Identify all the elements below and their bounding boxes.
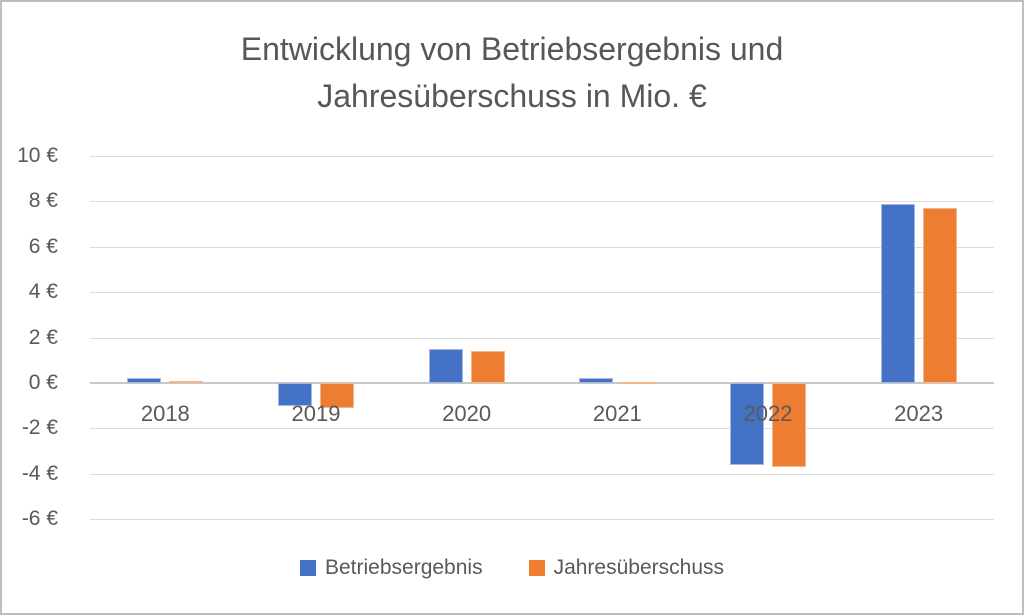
x-tick-label-2018: 2018 [140, 400, 190, 426]
y-tick-label-6: 6 € [28, 234, 58, 258]
bar-jahresueberschuss-2019 [320, 382, 354, 408]
x-axis-zero-line [90, 381, 994, 384]
legend-swatch-jahresueberschuss [528, 560, 545, 576]
chart-title-line-1: Entwicklung von Betriebsergebnis und [240, 31, 784, 67]
bar-jahresueberschuss-2020 [470, 351, 505, 383]
y-tick-label-0: 0 € [28, 370, 58, 394]
gridline--4 [90, 473, 994, 475]
plot-area: 2018 2019 2020 2021 2022 2023 [90, 156, 994, 520]
bar-jahresueberschuss-2023 [922, 208, 957, 383]
bar-betriebsergebnis-2023 [880, 203, 915, 383]
legend-swatch-betriebsergebnis [299, 560, 316, 576]
gridline-4 [90, 292, 994, 294]
y-tick-label--4: -4 € [21, 461, 58, 485]
y-tick-label-10: 10 € [17, 144, 58, 167]
legend-item-betriebsergebnis: Betriebsergebnis [299, 556, 483, 580]
bar-jahresueberschuss-2018 [169, 380, 204, 383]
bar-betriebsergebnis-2019 [278, 382, 312, 406]
bar-betriebsergebnis-2018 [127, 378, 162, 383]
x-tick-label-2019: 2019 [291, 400, 341, 426]
legend-item-jahresueberschuss: Jahresüberschuss [528, 556, 724, 580]
chart-title-line-2: Jahresüberschuss in Mio. € [317, 78, 707, 114]
y-tick-label-8: 8 € [28, 189, 58, 213]
gridline--2 [90, 428, 994, 430]
y-tick-label-4: 4 € [28, 280, 58, 304]
gridline-10 [90, 156, 994, 157]
bar-jahresueberschuss-2022 [772, 382, 806, 467]
gridline-8 [90, 201, 994, 203]
chart-title: Entwicklung von Betriebsergebnis und Jah… [2, 26, 1022, 120]
gridline-2 [90, 337, 994, 339]
bar-betriebsergebnis-2022 [730, 382, 764, 465]
x-tick-label-2021: 2021 [592, 400, 642, 426]
x-tick-label-2023: 2023 [894, 400, 944, 426]
gridline--6 [90, 519, 994, 520]
y-tick-label--2: -2 € [21, 416, 58, 440]
bar-betriebsergebnis-2021 [579, 378, 614, 383]
x-tick-label-2022: 2022 [743, 400, 793, 426]
legend: Betriebsergebnis Jahresüberschuss [2, 556, 1022, 580]
x-tick-label-2020: 2020 [442, 400, 492, 426]
bar-betriebsergebnis-2020 [428, 348, 463, 383]
bar-jahresueberschuss-2021 [621, 381, 656, 384]
gridline-6 [90, 246, 994, 248]
y-tick-label--6: -6 € [21, 507, 58, 530]
legend-label-jahresueberschuss: Jahresüberschuss [553, 556, 724, 579]
y-tick-label-2: 2 € [28, 325, 58, 349]
legend-label-betriebsergebnis: Betriebsergebnis [324, 556, 483, 579]
